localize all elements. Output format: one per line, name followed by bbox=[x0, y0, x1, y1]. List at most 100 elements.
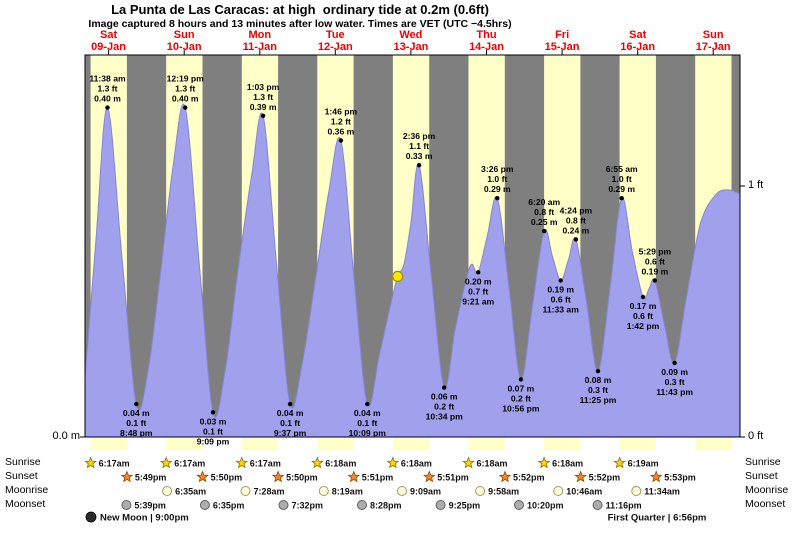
sunrise-icon bbox=[84, 456, 97, 469]
high-tide-point bbox=[495, 196, 500, 201]
low-tide-label: 10:56 pm bbox=[502, 403, 540, 413]
low-tide-label: 11:25 pm bbox=[580, 395, 617, 405]
sunset-icon bbox=[196, 470, 209, 483]
day-date: 13-Jan bbox=[393, 41, 428, 53]
moonset-time: 5:39pm bbox=[134, 501, 166, 511]
low-tide-label: 0.04 m bbox=[277, 408, 304, 418]
high-tide-label: 1.0 ft bbox=[487, 174, 507, 184]
high-tide-label: 0.25 m bbox=[531, 217, 558, 227]
high-tide-point bbox=[652, 278, 658, 283]
high-tide-label: 0.39 m bbox=[250, 102, 277, 112]
moonset-time: 7:32pm bbox=[292, 501, 324, 511]
high-tide-label: 0.29 m bbox=[484, 184, 511, 194]
high-tide-label: 0.33 m bbox=[406, 151, 433, 161]
high-tide-label: 0.8 ft bbox=[566, 215, 586, 225]
high-tide-point bbox=[573, 237, 579, 242]
chart-subtitle: Image captured 8 hours and 13 minutes af… bbox=[88, 18, 512, 30]
high-tide-label: 1:46 pm bbox=[325, 107, 358, 117]
chart-title: La Punta de Las Caracas: at high ordinar… bbox=[111, 2, 489, 17]
low-tide-label: 9:09 pm bbox=[197, 436, 230, 446]
day-date: 09-Jan bbox=[91, 41, 126, 53]
moonrise-icon bbox=[631, 486, 642, 496]
moonset-icon bbox=[278, 500, 289, 510]
high-tide-label: 1:03 pm bbox=[247, 82, 280, 92]
sunrise-time: 6:19am bbox=[628, 459, 659, 469]
sunrise-time: 6:18am bbox=[552, 459, 583, 469]
moonrise-time: 7:28am bbox=[254, 487, 285, 497]
sunset-icon bbox=[649, 470, 663, 483]
high-tide-label: 6:55 am bbox=[606, 164, 638, 174]
low-tide-label: 0.04 m bbox=[354, 408, 381, 418]
sunrise-icon bbox=[613, 456, 626, 469]
sunset-icon bbox=[271, 470, 285, 483]
high-tide-label: 0.40 m bbox=[94, 94, 121, 104]
low-tide-label: 11:33 am bbox=[543, 305, 580, 315]
sunset-icon bbox=[120, 470, 134, 483]
low-tide-label: 0.3 ft bbox=[588, 385, 608, 395]
low-tide-label: 0.7 ft bbox=[468, 286, 488, 296]
low-tide-label: 0.03 m bbox=[200, 416, 227, 426]
high-tide-label: 0.40 m bbox=[172, 94, 199, 104]
moonrise-time: 9:58am bbox=[488, 487, 519, 497]
high-tide-point bbox=[183, 105, 188, 110]
y-axis-label-0ft: 0 ft bbox=[748, 430, 764, 442]
low-tide-point bbox=[558, 278, 563, 283]
moonrise-time: 10:46am bbox=[566, 487, 602, 497]
day-date: 17-Jan bbox=[696, 41, 731, 53]
moonrise-icon bbox=[553, 486, 564, 496]
sunrise-icon bbox=[537, 456, 551, 469]
high-tide-label: 11:38 am bbox=[89, 74, 126, 84]
sunrise-time: 6:17am bbox=[174, 459, 205, 469]
sunrise-icon bbox=[462, 456, 475, 469]
sunset-time: 5:50pm bbox=[286, 473, 318, 483]
low-tide-point bbox=[476, 270, 481, 275]
high-tide-label: 0.19 m bbox=[642, 267, 669, 277]
low-tide-label: 0.3 ft bbox=[665, 377, 685, 387]
moonrise-icon bbox=[240, 486, 251, 496]
low-tide-label: 0.6 ft bbox=[551, 295, 571, 305]
moonset-icon bbox=[435, 500, 446, 510]
sunrise-time: 6:18am bbox=[401, 459, 432, 469]
low-tide-label: 0.07 m bbox=[508, 383, 535, 393]
day-date: 14-Jan bbox=[469, 41, 504, 53]
low-tide-label: 0.04 m bbox=[123, 408, 150, 418]
high-tide-label: 1.0 ft bbox=[612, 174, 632, 184]
low-tide-label: 1:42 pm bbox=[627, 321, 660, 331]
high-tide-label: 0.6 ft bbox=[645, 257, 665, 267]
moonrise-time: 8:19am bbox=[332, 487, 363, 497]
sunrise-icon bbox=[159, 456, 173, 469]
high-tide-label: 1.3 ft bbox=[97, 84, 117, 94]
sunset-row-label-left: Sunset bbox=[5, 470, 38, 482]
high-tide-label: 4:24 pm bbox=[560, 205, 593, 215]
high-tide-label: 12:19 pm bbox=[167, 74, 205, 84]
low-tide-label: 8:48 pm bbox=[120, 428, 153, 438]
low-tide-point bbox=[640, 294, 646, 300]
low-tide-label: 0.1 ft bbox=[126, 418, 146, 428]
low-tide-label: 9:37 pm bbox=[274, 428, 307, 438]
high-tide-label: 0.36 m bbox=[328, 127, 355, 137]
high-tide-point bbox=[619, 196, 624, 201]
moon-phase-label: New Moon | 9:00pm bbox=[100, 513, 189, 524]
low-tide-label: 9:21 am bbox=[462, 296, 494, 306]
high-tide-point bbox=[105, 105, 110, 110]
moonset-icon bbox=[592, 500, 603, 510]
sunset-icon bbox=[347, 470, 361, 483]
high-tide-label: 1.1 ft bbox=[409, 141, 429, 151]
moonset-icon bbox=[357, 500, 367, 510]
moonrise-icon bbox=[475, 486, 486, 496]
low-tide-point bbox=[672, 360, 677, 366]
low-tide-label: 0.6 ft bbox=[633, 311, 653, 321]
day-name: Sat bbox=[100, 29, 117, 41]
moonset-time: 6:35pm bbox=[213, 501, 245, 511]
day-name: Wed bbox=[399, 29, 422, 41]
low-tide-label: 0.1 ft bbox=[280, 418, 300, 428]
low-tide-point bbox=[210, 410, 216, 415]
day-name: Mon bbox=[248, 29, 271, 41]
sunrise-row-label-left: Sunrise bbox=[5, 456, 41, 468]
low-tide-label: 0.1 ft bbox=[357, 418, 377, 428]
moonset-time: 11:16pm bbox=[606, 501, 642, 511]
low-tide-point bbox=[442, 385, 447, 390]
low-tide-point bbox=[365, 401, 370, 407]
high-tide-label: 2:36 pm bbox=[403, 131, 436, 141]
